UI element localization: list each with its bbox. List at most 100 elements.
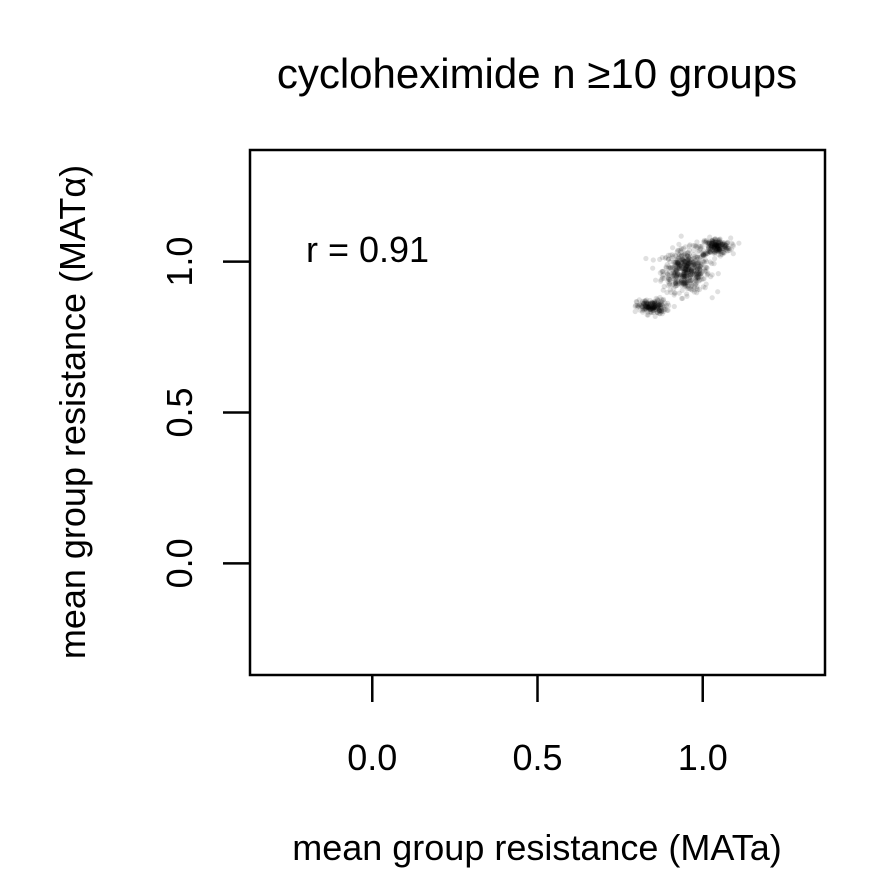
data-point (705, 240, 711, 246)
data-point (687, 242, 693, 248)
data-point (721, 250, 727, 256)
data-point (682, 281, 688, 287)
data-point (709, 243, 715, 250)
data-point (716, 252, 722, 258)
data-point (673, 262, 679, 268)
data-point (684, 281, 690, 287)
data-point (688, 278, 694, 284)
data-point (679, 252, 685, 258)
data-point (703, 250, 709, 256)
data-point (711, 243, 717, 249)
data-point (696, 266, 702, 272)
data-point (680, 263, 686, 269)
data-point (657, 308, 663, 314)
data-point (708, 244, 714, 250)
data-point (694, 283, 700, 289)
data-point (651, 304, 657, 311)
data-point (650, 265, 656, 271)
data-point (674, 272, 680, 278)
data-point (687, 259, 693, 265)
data-point (714, 243, 720, 249)
data-point (682, 266, 688, 272)
data-point (683, 264, 689, 270)
data-point (681, 252, 687, 258)
data-point (725, 239, 731, 245)
data-point (713, 243, 720, 249)
data-point (686, 260, 692, 266)
data-point (684, 263, 690, 269)
data-point (714, 246, 720, 252)
data-point (709, 240, 715, 246)
data-point (686, 260, 692, 266)
data-point (646, 301, 652, 307)
data-point (713, 242, 719, 248)
data-point (682, 281, 688, 287)
data-point (644, 299, 650, 305)
data-point (690, 259, 696, 266)
data-point (681, 258, 687, 265)
y-tick-label: 0.0 (159, 538, 200, 588)
data-point (695, 275, 702, 281)
data-point (686, 261, 692, 267)
x-tick-label: 0.0 (347, 737, 397, 778)
data-point (660, 297, 666, 303)
data-point (644, 297, 650, 303)
data-point (667, 265, 673, 271)
data-point (674, 249, 680, 255)
data-point (704, 251, 711, 257)
data-point (670, 272, 677, 278)
data-point (688, 260, 694, 267)
data-point (713, 246, 719, 252)
data-point (678, 277, 685, 283)
data-point (681, 267, 687, 273)
data-point (672, 266, 679, 272)
data-point (685, 270, 692, 276)
data-point (680, 273, 686, 279)
y-axis: 0.0 0.5 1.0 (159, 237, 250, 588)
data-point (687, 251, 693, 257)
data-point (715, 243, 721, 249)
data-point (653, 302, 659, 308)
data-point (661, 306, 667, 312)
data-point (650, 301, 656, 307)
data-point (681, 268, 687, 274)
data-point (679, 260, 686, 266)
data-point (690, 262, 697, 268)
data-point (640, 300, 647, 306)
data-point (713, 239, 719, 245)
data-point (688, 267, 694, 273)
data-point (646, 305, 652, 311)
data-point (692, 263, 698, 269)
data-point (655, 302, 662, 308)
data-point (656, 308, 662, 314)
data-point (714, 237, 720, 243)
data-point (680, 279, 686, 285)
data-point (690, 262, 696, 268)
data-point (652, 303, 659, 309)
data-point (697, 264, 704, 270)
data-point (665, 300, 671, 306)
data-point (635, 303, 641, 309)
data-point (709, 244, 715, 250)
data-point (710, 248, 717, 254)
data-point (684, 266, 690, 272)
data-point (684, 263, 690, 269)
data-point (715, 245, 721, 251)
data-point (675, 266, 681, 272)
data-point (703, 239, 709, 245)
data-point (647, 305, 653, 311)
data-point (655, 303, 661, 309)
data-point (683, 280, 689, 286)
data-point (700, 251, 706, 257)
data-point (682, 258, 688, 264)
data-point (683, 274, 690, 281)
data-point (716, 243, 722, 249)
data-point (711, 245, 717, 251)
data-point (717, 243, 724, 249)
data-point (705, 240, 711, 246)
data-point (671, 261, 677, 268)
data-point (716, 238, 722, 244)
data-point (715, 240, 721, 246)
data-point (667, 277, 673, 283)
